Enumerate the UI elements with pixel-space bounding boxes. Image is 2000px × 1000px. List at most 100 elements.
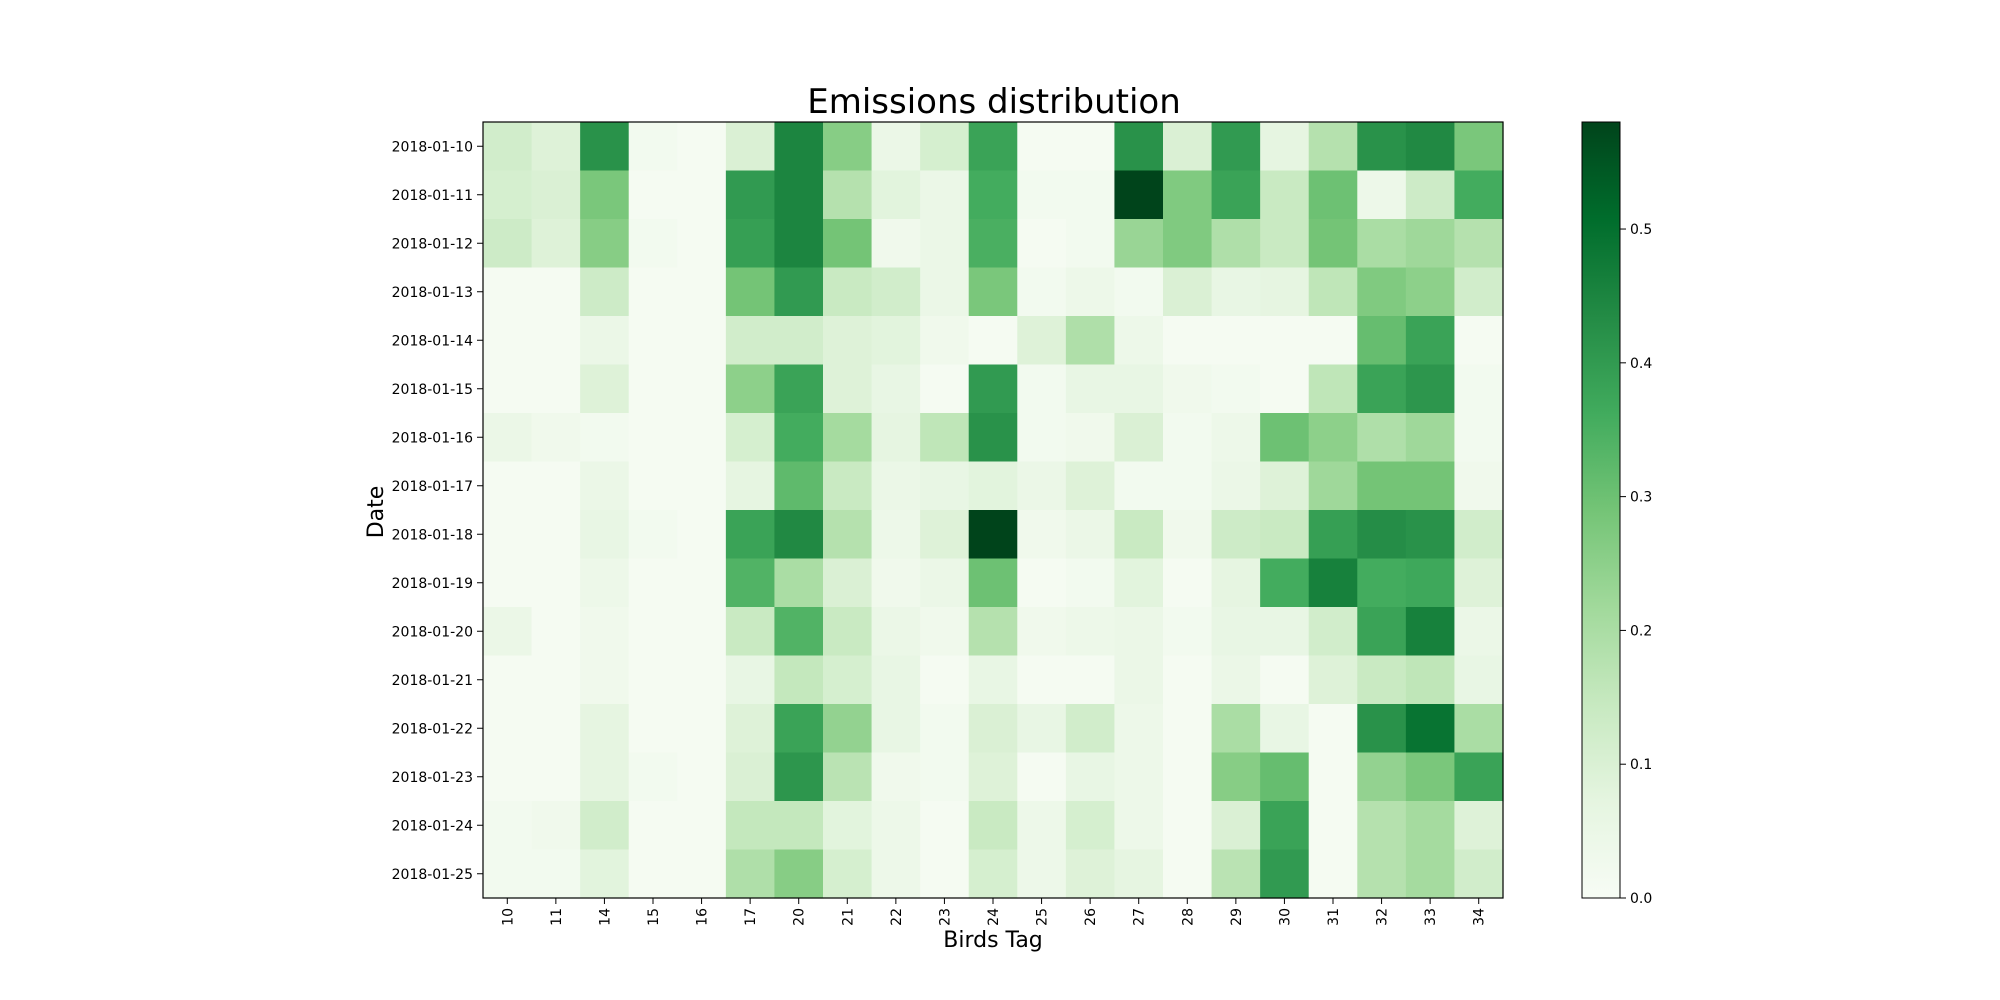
heatmap-cell <box>1114 316 1164 366</box>
heatmap-cell <box>677 607 727 657</box>
heatmap-cells <box>483 122 1504 899</box>
x-tick-label: 33 <box>1423 908 1439 926</box>
heatmap-cell <box>1114 801 1164 851</box>
heatmap-cell <box>1163 267 1213 317</box>
colorbar-tick-label: 0.0 <box>1630 891 1652 907</box>
heatmap-cell <box>628 219 678 269</box>
heatmap-cell <box>920 461 970 511</box>
x-tick-label: 11 <box>549 908 565 926</box>
heatmap-cell <box>1308 316 1358 366</box>
heatmap-cell <box>871 607 921 657</box>
heatmap-cell <box>968 461 1018 511</box>
heatmap-cell <box>823 752 873 802</box>
heatmap-cell <box>1017 704 1067 754</box>
heatmap-cell <box>580 655 630 705</box>
heatmap-cell <box>1357 510 1407 560</box>
x-tick-label: 26 <box>1083 908 1099 926</box>
y-tick-label: 2018-01-23 <box>392 770 473 786</box>
heatmap-cell <box>628 267 678 317</box>
heatmap-cell <box>1017 801 1067 851</box>
x-tick-label: 20 <box>792 908 808 926</box>
heatmap-cell <box>483 170 533 220</box>
heatmap-cell <box>968 849 1018 899</box>
heatmap-cell <box>774 655 824 705</box>
heatmap-cell <box>677 558 727 608</box>
heatmap-cell <box>774 607 824 657</box>
heatmap-cell <box>1308 510 1358 560</box>
x-axis-ticks: 10 11 14 15 16 17 20 21 22 23 24 25 26 27 28 29 30 31 32 33… <box>500 898 1488 926</box>
heatmap-cell <box>1017 655 1067 705</box>
heatmap-cell <box>1308 461 1358 511</box>
heatmap-cell <box>774 704 824 754</box>
heatmap-cell <box>871 267 921 317</box>
heatmap-cell <box>1454 267 1504 317</box>
heatmap-cell <box>1114 122 1164 172</box>
y-tick-label: 2018-01-19 <box>392 576 473 592</box>
heatmap-cell <box>920 510 970 560</box>
heatmap-cell <box>1454 510 1504 560</box>
heatmap-cell <box>1163 364 1213 414</box>
heatmap-cell <box>1308 413 1358 463</box>
heatmap-cell <box>725 316 776 366</box>
heatmap-cell <box>1114 364 1164 414</box>
heatmap-cell <box>1308 704 1358 754</box>
heatmap-cell <box>920 655 970 705</box>
heatmap-cell <box>531 752 581 802</box>
heatmap-cell <box>871 801 921 851</box>
heatmap-cell <box>823 170 873 220</box>
heatmap-cell <box>531 122 581 172</box>
heatmap-cell <box>1211 801 1261 851</box>
heatmap-cell <box>823 607 873 657</box>
heatmap-cell <box>823 219 873 269</box>
heatmap-cell <box>1308 219 1358 269</box>
heatmap-cell <box>1163 510 1213 560</box>
colorbar-tick-label: 0.5 <box>1630 222 1652 238</box>
x-tick-label: 32 <box>1375 908 1391 926</box>
heatmap-cell <box>920 849 970 899</box>
y-tick-label: 2018-01-11 <box>392 188 473 204</box>
heatmap-cell <box>1114 413 1164 463</box>
heatmap-cell <box>725 655 776 705</box>
heatmap-cell <box>774 801 824 851</box>
heatmap-cell <box>1308 122 1358 172</box>
colorbar-tick-label: 0.2 <box>1630 623 1652 639</box>
heatmap-cell <box>871 704 921 754</box>
heatmap-cell <box>774 849 824 899</box>
heatmap-cell <box>871 752 921 802</box>
heatmap-cell <box>968 219 1018 269</box>
heatmap-cell <box>677 801 727 851</box>
heatmap-cell <box>725 558 776 608</box>
heatmap-cell <box>531 267 581 317</box>
heatmap-cell <box>725 170 776 220</box>
heatmap-cell <box>1163 170 1213 220</box>
heatmap-cell <box>677 316 727 366</box>
heatmap-cell <box>628 510 678 560</box>
heatmap-cell <box>580 170 630 220</box>
heatmap-cell <box>1017 267 1067 317</box>
heatmap-cell <box>1308 558 1358 608</box>
heatmap-cell <box>628 461 678 511</box>
x-tick-label: 15 <box>646 908 662 926</box>
heatmap-cell <box>1065 510 1116 560</box>
heatmap-cell <box>531 510 581 560</box>
heatmap-cell <box>531 801 581 851</box>
heatmap-cell <box>1357 704 1407 754</box>
heatmap-cell <box>677 267 727 317</box>
heatmap-cell <box>725 704 776 754</box>
heatmap-cell <box>580 316 630 366</box>
heatmap-cell <box>483 655 533 705</box>
heatmap-cell <box>823 267 873 317</box>
x-tick-label: 24 <box>986 908 1002 926</box>
heatmap-cell <box>628 801 678 851</box>
heatmap-cell <box>1405 170 1456 220</box>
heatmap-cell <box>725 801 776 851</box>
heatmap-cell <box>725 267 776 317</box>
heatmap-cell <box>1114 704 1164 754</box>
heatmap-cell <box>1405 461 1456 511</box>
heatmap-cell <box>628 849 678 899</box>
heatmap-cell <box>531 558 581 608</box>
heatmap-cell <box>1357 413 1407 463</box>
heatmap-cell <box>871 413 921 463</box>
y-tick-label: 2018-01-15 <box>392 382 473 398</box>
